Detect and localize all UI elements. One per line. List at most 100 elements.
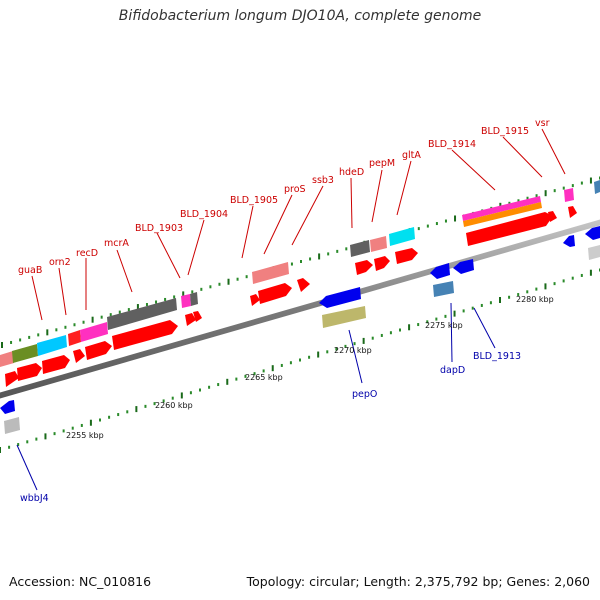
scale-dot xyxy=(290,262,293,266)
feature-block xyxy=(0,351,14,367)
feature-block xyxy=(463,202,542,227)
scale-dot xyxy=(327,252,330,256)
scale-dot xyxy=(535,194,538,198)
tick-label: 2280 kbp xyxy=(516,295,554,304)
gene-label: gltA xyxy=(402,150,421,161)
scale-dot xyxy=(336,249,339,253)
scale-dot xyxy=(435,317,438,321)
leader-line xyxy=(502,136,543,178)
gene-label: pepO xyxy=(352,389,377,400)
scale-dot xyxy=(517,199,520,203)
leader-line xyxy=(348,329,363,384)
forward-gene xyxy=(568,206,577,218)
feature-block xyxy=(12,344,38,363)
gene-label: pepM xyxy=(369,158,395,169)
scale-dot xyxy=(200,287,203,291)
scale-dot xyxy=(171,396,174,400)
feature-block xyxy=(37,335,67,356)
scale-dot xyxy=(208,385,211,389)
kbp-tick-labels: 2255 kbp 2260 kbp 2265 kbp 2270 kbp 2275… xyxy=(66,295,554,440)
scale-dot xyxy=(236,277,239,281)
scale-dot xyxy=(408,324,411,331)
reverse-genes xyxy=(0,226,600,414)
scale-dot xyxy=(444,314,447,318)
leader-line xyxy=(450,302,453,363)
scale-dot xyxy=(180,392,183,399)
scale-dot xyxy=(345,247,348,251)
leader-line xyxy=(156,232,181,279)
gene-label: wbbJ4 xyxy=(20,493,49,504)
accession-text: Accession: NC_010816 xyxy=(9,574,152,589)
scale-dot xyxy=(226,378,229,385)
reverse-gene xyxy=(0,400,15,414)
scale-dot xyxy=(562,186,565,190)
scale-dot xyxy=(253,372,256,376)
scale-dot xyxy=(389,331,392,335)
scale-dot xyxy=(164,297,167,301)
feature-block xyxy=(588,245,600,260)
feature-track-upper xyxy=(0,180,600,367)
scale-dot xyxy=(244,374,247,378)
scale-dot xyxy=(344,344,347,348)
scale-dot xyxy=(99,418,101,422)
leader-line xyxy=(350,177,353,229)
scale-dot xyxy=(26,440,29,444)
feature-block xyxy=(564,188,574,202)
tick-label: 2265 kbp xyxy=(245,373,283,382)
forward-gene xyxy=(466,212,553,246)
feature-block xyxy=(462,196,541,221)
gene-label: BLD_1904 xyxy=(180,209,228,220)
scale-dot xyxy=(300,260,302,263)
forward-gene xyxy=(193,311,202,322)
scale-dot xyxy=(453,310,456,317)
forward-gene xyxy=(185,313,196,326)
scale-dot xyxy=(580,181,583,185)
scale-dot xyxy=(191,290,194,294)
genome-backbone xyxy=(0,219,600,399)
scale-dot xyxy=(280,363,283,367)
gene-label: vsr xyxy=(535,118,550,129)
scale-dot xyxy=(136,304,139,311)
scale-dot xyxy=(462,309,465,313)
gene-label: BLD_1915 xyxy=(481,126,529,137)
scale-dot xyxy=(91,316,94,323)
scale-dot xyxy=(299,358,301,362)
scale-dots-upper xyxy=(1,176,600,348)
gene-labels-bottom: wbbJ4 pepO dapD BLD_1913 xyxy=(20,351,521,504)
feature-block xyxy=(389,227,415,246)
gene-labels-top: guaB orn2 recD mcrA BLD_1903 BLD_1904 BL… xyxy=(18,118,550,276)
scale-dot xyxy=(444,219,447,223)
leader-line xyxy=(263,194,293,255)
scale-dot xyxy=(135,406,138,413)
scale-dot xyxy=(218,282,221,286)
scale-dot xyxy=(309,257,312,261)
scale-dot xyxy=(417,323,420,327)
scale-dot xyxy=(189,391,192,395)
gene-label: BLD_1914 xyxy=(428,139,476,150)
scale-dot xyxy=(0,447,1,453)
scale-dot xyxy=(526,196,529,200)
scale-dot xyxy=(28,335,31,339)
scale-dot xyxy=(62,429,65,433)
scale-dot xyxy=(589,177,592,184)
forward-gene xyxy=(5,371,19,387)
scale-dot xyxy=(35,437,38,441)
scale-dot xyxy=(317,351,320,358)
tick-label: 2255 kbp xyxy=(66,431,104,440)
scale-dot xyxy=(371,336,374,340)
genome-title: Bifidobacterium longum DJO10A, complete … xyxy=(118,8,482,24)
leader-line xyxy=(187,219,205,276)
scale-dot xyxy=(526,290,529,294)
scale-dot xyxy=(227,278,230,285)
scale-dot xyxy=(562,279,565,283)
scale-dot xyxy=(108,415,111,419)
scale-dot xyxy=(508,201,511,205)
scale-dot xyxy=(126,410,129,414)
leader-line xyxy=(473,307,496,349)
leader-line xyxy=(291,185,324,246)
leader-line xyxy=(31,275,43,321)
scale-dot xyxy=(89,419,92,426)
forward-gene xyxy=(17,363,42,381)
scale-dot xyxy=(362,337,365,344)
